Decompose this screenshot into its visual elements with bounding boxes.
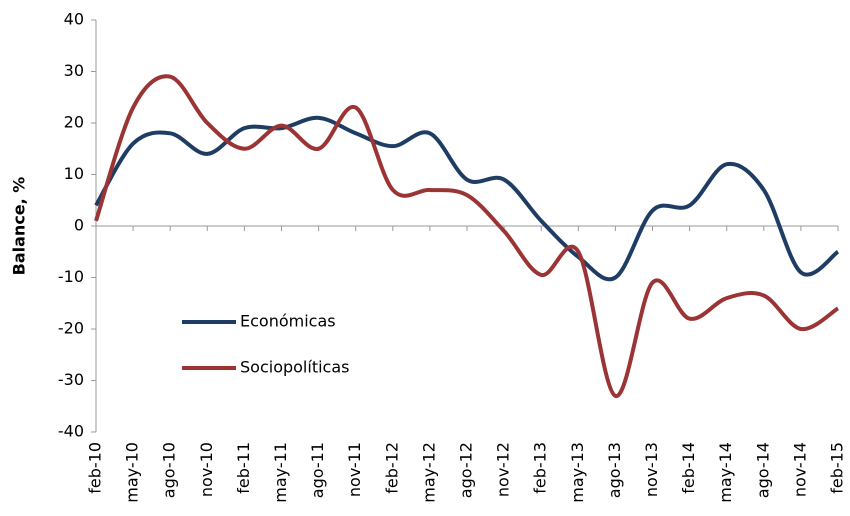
- x-tick-label: feb-14: [679, 442, 698, 494]
- x-tick-label: may-11: [271, 442, 290, 503]
- line: [94, 74, 840, 398]
- y-tick-label: 20: [64, 113, 84, 132]
- x-tick-label: may-12: [419, 442, 438, 503]
- x-tick-label: feb-10: [86, 442, 105, 494]
- x-tick-label: nov-10: [197, 442, 216, 497]
- x-tick-label: nov-13: [642, 442, 661, 497]
- y-tick-label: -20: [58, 319, 84, 338]
- line: [94, 115, 840, 282]
- x-tick-label: ago-14: [753, 442, 772, 498]
- x-tick-label: feb-11: [234, 442, 253, 494]
- x-tick-label: feb-13: [531, 442, 550, 494]
- x-tick-label: ago-11: [308, 442, 327, 498]
- legend-label: Sociopolíticas: [240, 358, 349, 377]
- x-tick-label: may-10: [123, 442, 142, 503]
- x-tick-label: ago-13: [605, 442, 624, 498]
- y-tick-label: 40: [64, 10, 84, 29]
- y-tick-label: 10: [64, 164, 84, 183]
- x-tick-label: ago-12: [457, 442, 476, 498]
- x-tick-label: may-14: [716, 442, 735, 503]
- y-tick-label: -10: [58, 267, 84, 286]
- y-tick-label: 0: [74, 216, 84, 235]
- x-tick-label: feb-12: [382, 442, 401, 494]
- y-axis-label: Balance, %: [10, 177, 29, 276]
- y-tick-label: 30: [64, 61, 84, 80]
- x-tick-label: nov-12: [494, 442, 513, 497]
- y-tick-label: -40: [58, 422, 84, 441]
- x-tick-label: feb-15: [828, 442, 847, 494]
- x-tick-label: may-13: [568, 442, 587, 503]
- x-tick-label: nov-14: [790, 442, 809, 497]
- x-tick-label: ago-10: [160, 442, 179, 498]
- legend-label: Económicas: [240, 312, 336, 331]
- y-tick-label: -30: [58, 370, 84, 389]
- x-tick-label: nov-11: [345, 442, 364, 497]
